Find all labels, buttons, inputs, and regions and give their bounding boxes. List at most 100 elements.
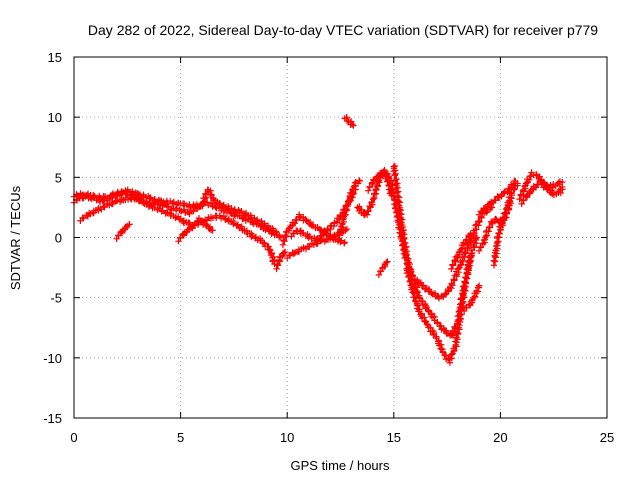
data-point	[475, 282, 483, 289]
data-point	[366, 183, 373, 191]
data-point	[468, 250, 475, 258]
data-point	[492, 215, 499, 223]
data-point	[336, 231, 343, 239]
data-point	[135, 190, 142, 198]
data-point	[158, 208, 165, 215]
data-point	[180, 230, 187, 238]
data-point	[197, 203, 205, 210]
x-tick-label: 25	[600, 430, 614, 445]
data-point	[365, 207, 372, 214]
data-point	[169, 200, 176, 207]
data-point	[411, 293, 418, 301]
data-point	[455, 249, 463, 256]
data-point	[235, 207, 242, 214]
data-point	[526, 176, 533, 184]
data-point	[73, 191, 81, 199]
data-point	[178, 207, 185, 215]
x-tick-label: 5	[177, 430, 184, 445]
data-point	[302, 216, 310, 224]
data-point	[366, 202, 373, 210]
data-point	[208, 191, 215, 199]
data-point	[402, 251, 409, 258]
data-point	[434, 319, 441, 326]
data-point	[462, 240, 469, 247]
data-point	[281, 248, 289, 256]
data-point	[209, 203, 216, 210]
data-point	[384, 174, 391, 181]
y-tick-label: 15	[48, 50, 62, 65]
data-point	[486, 223, 493, 230]
data-point	[222, 216, 229, 224]
data-point	[459, 290, 467, 298]
data-point	[349, 121, 356, 128]
grid-layer	[74, 57, 607, 418]
x-tick-label: 15	[387, 430, 401, 445]
data-point	[282, 231, 289, 239]
data-point	[306, 243, 313, 251]
data-point	[291, 249, 299, 256]
data-point	[417, 311, 424, 318]
x-axis-label: GPS time / hours	[291, 458, 390, 473]
data-point	[518, 200, 525, 208]
data-point	[341, 239, 348, 246]
data-point	[199, 199, 206, 207]
plot-layer	[70, 114, 566, 366]
data-point	[437, 323, 444, 330]
data-point	[339, 216, 347, 223]
data-point	[209, 196, 217, 204]
data-point	[439, 348, 446, 355]
y-tick-label: -15	[43, 411, 62, 426]
data-point	[396, 199, 404, 206]
data-point	[504, 188, 511, 196]
data-point	[492, 242, 500, 250]
data-point	[267, 246, 274, 254]
data-point	[472, 235, 479, 242]
data-point	[280, 236, 287, 244]
data-point	[144, 200, 151, 208]
data-point	[126, 221, 133, 228]
data-point	[512, 177, 519, 185]
data-point	[466, 262, 473, 270]
data-point	[271, 260, 278, 268]
data-point	[517, 191, 525, 198]
data-point	[453, 329, 461, 337]
data-point	[209, 227, 216, 234]
data-point	[316, 235, 323, 243]
data-point	[384, 258, 391, 265]
data-point	[506, 198, 513, 206]
data-point	[449, 261, 456, 268]
data-point	[375, 271, 383, 279]
data-point	[543, 185, 551, 193]
data-point	[202, 221, 209, 229]
data-point	[441, 291, 449, 298]
data-point	[392, 170, 399, 178]
data-point	[190, 207, 197, 215]
data-point	[397, 218, 405, 226]
data-point	[448, 265, 455, 273]
data-point	[467, 230, 474, 238]
data-point	[520, 196, 527, 204]
data-point	[280, 249, 288, 256]
data-point	[356, 177, 363, 185]
data-point	[392, 208, 400, 216]
data-point	[118, 228, 125, 235]
data-point	[279, 241, 287, 249]
data-point	[115, 232, 122, 239]
data-point	[177, 234, 184, 242]
data-point	[559, 183, 566, 191]
data-point	[480, 236, 488, 244]
data-point	[365, 187, 372, 194]
data-point	[463, 304, 470, 311]
data-point	[475, 247, 483, 255]
data-point	[490, 257, 498, 264]
data-point	[266, 246, 273, 253]
chart-title: Day 282 of 2022, Sidereal Day-to-day VTE…	[88, 22, 598, 38]
tick-layer: 0 5 10 15 20 25 -15 -10 -5 0 5 10 15	[43, 50, 614, 445]
data-point	[467, 257, 475, 265]
y-tick-label: 0	[55, 231, 62, 246]
data-point	[536, 177, 544, 185]
data-point	[316, 225, 323, 233]
data-point	[96, 193, 103, 201]
data-point	[335, 231, 343, 238]
